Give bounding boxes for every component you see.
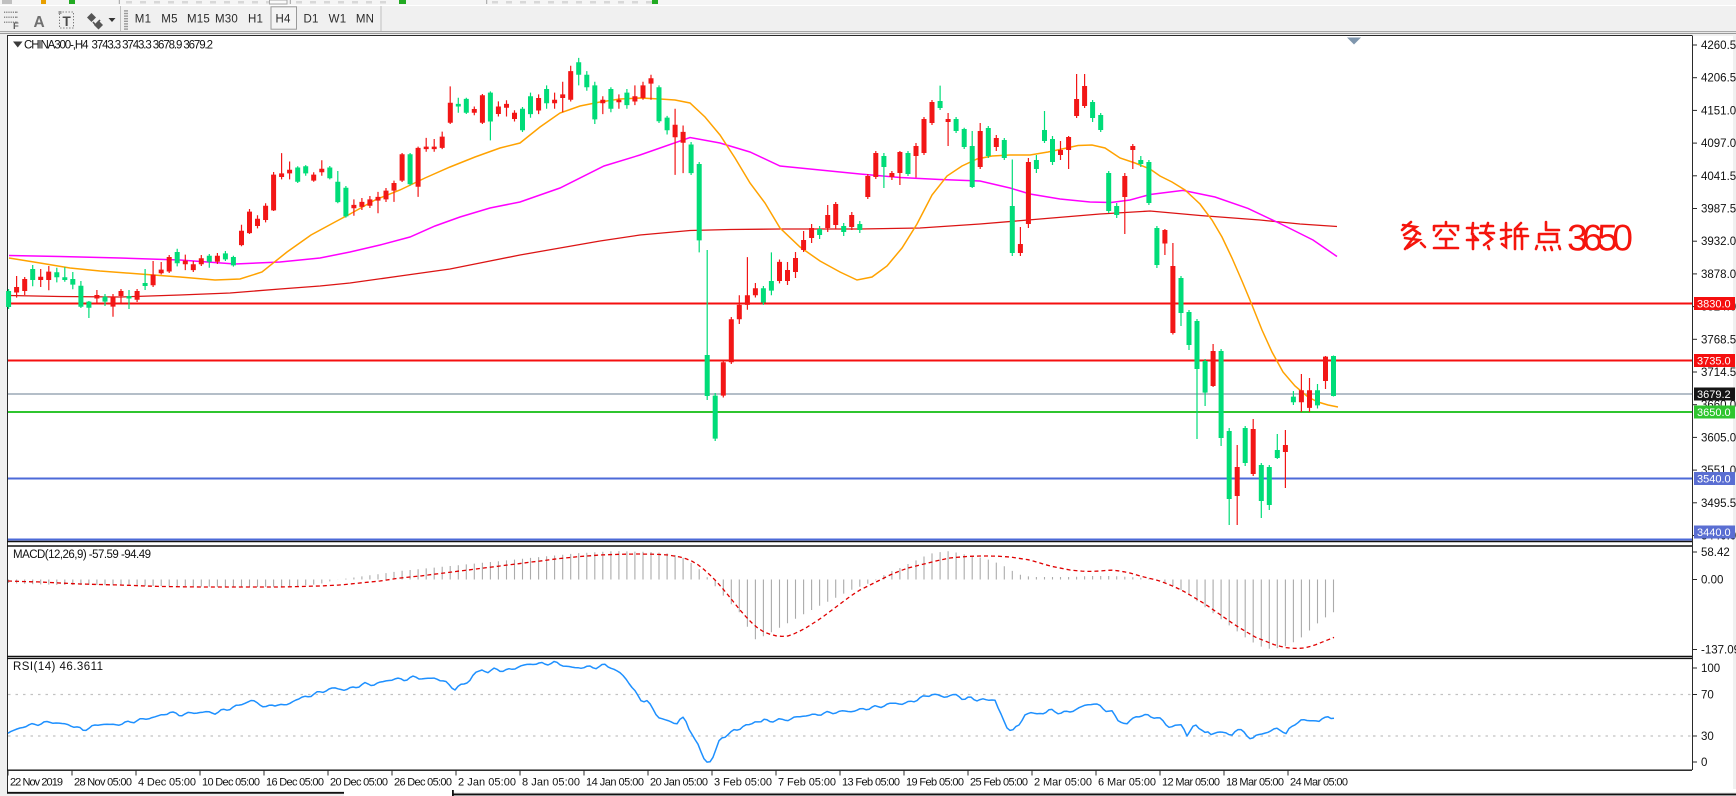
svg-text:H4: H4	[275, 14, 291, 26]
svg-text:3768.5: 3768.5	[1701, 334, 1736, 346]
svg-text:3679.2: 3679.2	[1697, 389, 1731, 401]
svg-text:3987.5: 3987.5	[1701, 204, 1736, 216]
svg-text:3735.0: 3735.0	[1697, 356, 1731, 368]
svg-text:M5: M5	[161, 14, 177, 26]
svg-text:-137.09: -137.09	[1701, 645, 1736, 657]
svg-text:100: 100	[1701, 663, 1720, 675]
svg-text:MACD(12,26,9) -57.59 -94.49: MACD(12,26,9) -57.59 -94.49	[13, 549, 151, 561]
svg-text:3650: 3650	[1567, 218, 1633, 259]
svg-text:4151.0: 4151.0	[1701, 105, 1736, 117]
svg-text:2 Jan 05:00: 2 Jan 05:00	[458, 777, 516, 789]
svg-text:4260.5: 4260.5	[1701, 40, 1736, 52]
svg-text:MN: MN	[356, 14, 374, 26]
svg-text:24 Mar 05:00: 24 Mar 05:00	[1290, 777, 1348, 789]
svg-text:14 Jan 05:00: 14 Jan 05:00	[586, 777, 644, 789]
svg-text:3605.0: 3605.0	[1701, 432, 1736, 444]
svg-text:26 Dec 05:00: 26 Dec 05:00	[394, 777, 452, 789]
svg-text:M15: M15	[187, 14, 210, 26]
svg-text:3878.0: 3878.0	[1701, 269, 1736, 281]
svg-text:4 Dec 05:00: 4 Dec 05:00	[138, 777, 196, 789]
svg-text:10 Dec 05:00: 10 Dec 05:00	[202, 777, 260, 789]
svg-text:3495.5: 3495.5	[1701, 498, 1736, 510]
svg-text:F: F	[13, 21, 19, 32]
svg-text:A: A	[34, 14, 45, 31]
svg-text:4097.0: 4097.0	[1701, 138, 1736, 150]
svg-text:0.00: 0.00	[1701, 575, 1723, 587]
svg-text:4041.5: 4041.5	[1701, 171, 1736, 183]
svg-text:20 Dec 05:00: 20 Dec 05:00	[330, 777, 388, 789]
svg-text:4206.5: 4206.5	[1701, 73, 1736, 85]
svg-text:3714.5: 3714.5	[1701, 367, 1736, 379]
svg-text:25 Feb 05:00: 25 Feb 05:00	[970, 777, 1028, 789]
svg-text:12 Mar 05:00: 12 Mar 05:00	[1162, 777, 1220, 789]
svg-text:T: T	[63, 14, 72, 29]
svg-text:3830.0: 3830.0	[1697, 299, 1731, 311]
svg-text:3932.0: 3932.0	[1701, 236, 1736, 248]
svg-text:58.42: 58.42	[1701, 547, 1730, 559]
svg-text:8 Jan 05:00: 8 Jan 05:00	[522, 777, 580, 789]
svg-text:6 Mar 05:00: 6 Mar 05:00	[1098, 777, 1156, 789]
svg-text:22 Nov 2019: 22 Nov 2019	[10, 777, 63, 789]
svg-text:0: 0	[1701, 757, 1707, 769]
svg-text:13 Feb 05:00: 13 Feb 05:00	[842, 777, 900, 789]
svg-text:18 Mar 05:00: 18 Mar 05:00	[1226, 777, 1284, 789]
svg-text:3650.0: 3650.0	[1697, 407, 1731, 419]
svg-text:M30: M30	[215, 14, 238, 26]
svg-text:28 Nov 05:00: 28 Nov 05:00	[74, 777, 132, 789]
svg-text:RSI(14) 46.3611: RSI(14) 46.3611	[13, 661, 103, 673]
svg-text:7 Feb 05:00: 7 Feb 05:00	[778, 777, 836, 789]
svg-text:16 Dec 05:00: 16 Dec 05:00	[266, 777, 324, 789]
svg-text:20 Jan 05:00: 20 Jan 05:00	[650, 777, 708, 789]
svg-text:70: 70	[1701, 690, 1714, 702]
svg-text:3440.0: 3440.0	[1697, 527, 1731, 539]
svg-text:M1: M1	[135, 14, 151, 26]
svg-text:H1: H1	[248, 14, 263, 26]
svg-text:3540.0: 3540.0	[1697, 474, 1731, 486]
svg-text:2 Mar 05:00: 2 Mar 05:00	[1034, 777, 1092, 789]
svg-text:30: 30	[1701, 731, 1714, 743]
svg-text:W1: W1	[329, 14, 347, 26]
svg-text:CHINA300-,H4 3743.3 3743.3 36: CHINA300-,H4 3743.3 3743.3 3678.9 3679.2	[24, 40, 213, 52]
svg-text:D1: D1	[303, 14, 318, 26]
svg-text:3 Feb 05:00: 3 Feb 05:00	[714, 777, 772, 789]
svg-text:19 Feb 05:00: 19 Feb 05:00	[906, 777, 964, 789]
